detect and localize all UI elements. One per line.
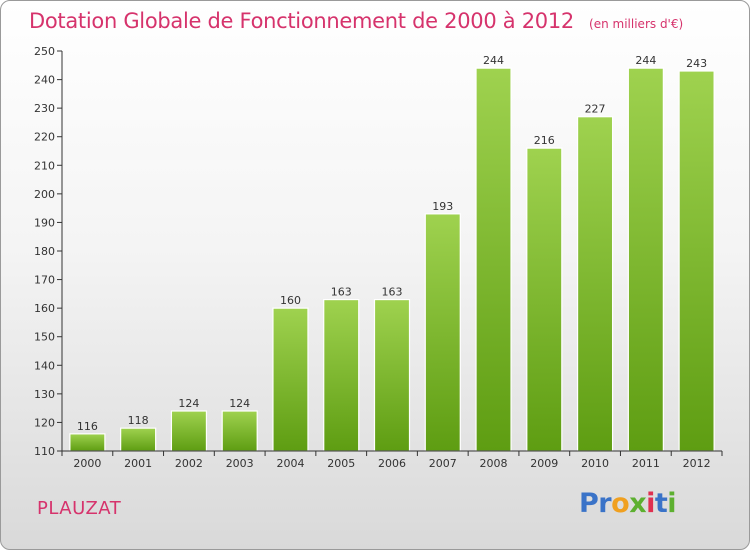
value-label: 118 bbox=[128, 414, 149, 427]
title-row: Dotation Globale de Fonctionnement de 20… bbox=[29, 9, 683, 33]
commune-name: PLAUZAT bbox=[37, 498, 122, 519]
bar-2006 bbox=[373, 298, 411, 452]
logo-letter: P bbox=[579, 488, 599, 519]
x-tick-label: 2011 bbox=[632, 457, 660, 470]
y-tick-label: 210 bbox=[34, 159, 55, 172]
y-tick-label: 190 bbox=[34, 216, 55, 229]
logo-letter: t bbox=[654, 488, 668, 519]
bar-2007 bbox=[424, 213, 461, 452]
value-label: 216 bbox=[534, 134, 555, 147]
x-tick-label: 2004 bbox=[276, 457, 304, 470]
y-tick-label: 240 bbox=[34, 74, 55, 87]
chart-unit: (en milliers d'€) bbox=[589, 17, 684, 31]
value-label: 116 bbox=[77, 420, 98, 433]
bar-2010 bbox=[576, 116, 614, 452]
bar-2004 bbox=[272, 307, 309, 452]
x-tick-label: 2009 bbox=[530, 457, 558, 470]
logo-letter: x bbox=[629, 488, 647, 519]
x-tick-label: 2008 bbox=[480, 457, 508, 470]
bar-2003 bbox=[221, 410, 258, 452]
y-tick-label: 250 bbox=[34, 45, 55, 58]
x-tick-label: 2007 bbox=[429, 457, 457, 470]
logo-letter: o bbox=[611, 488, 630, 519]
x-tick-label: 2010 bbox=[581, 457, 609, 470]
y-tick-label: 170 bbox=[34, 274, 55, 287]
bar-2000 bbox=[69, 433, 106, 452]
x-tick-label: 2000 bbox=[73, 457, 101, 470]
value-label: 244 bbox=[635, 54, 656, 67]
bar-2005 bbox=[323, 298, 360, 452]
logo-letter: r bbox=[598, 488, 612, 519]
value-label: 160 bbox=[280, 294, 301, 307]
y-tick-label: 120 bbox=[34, 416, 55, 429]
value-label: 244 bbox=[483, 54, 504, 67]
chart-title: Dotation Globale de Fonctionnement de 20… bbox=[29, 9, 574, 33]
logo-letter: i bbox=[667, 488, 677, 519]
y-tick-label: 150 bbox=[34, 331, 55, 344]
proxiti-logo: Proxiti bbox=[579, 488, 677, 519]
value-label: 124 bbox=[229, 397, 250, 410]
y-tick-label: 180 bbox=[34, 245, 55, 258]
bar-2008 bbox=[475, 67, 512, 452]
value-label: 163 bbox=[331, 286, 352, 299]
logo-letter: i bbox=[646, 488, 655, 519]
bar-2011 bbox=[627, 67, 664, 452]
axis-group: 110 120 130 140 150 160 170 180 190 200 210 220 230 2… bbox=[34, 45, 723, 470]
x-tick-label: 2012 bbox=[683, 457, 711, 470]
bar-2009 bbox=[526, 147, 563, 452]
value-label: 193 bbox=[432, 200, 453, 213]
x-tick-label: 2001 bbox=[124, 457, 152, 470]
bar-2001 bbox=[120, 427, 157, 452]
value-label: 243 bbox=[686, 57, 707, 70]
value-label: 227 bbox=[585, 103, 606, 116]
y-tick-label: 160 bbox=[34, 302, 55, 315]
x-tick-label: 2002 bbox=[175, 457, 203, 470]
value-label: 163 bbox=[382, 286, 403, 299]
x-tick-label: 2003 bbox=[226, 457, 254, 470]
y-tick-label: 140 bbox=[34, 359, 55, 372]
bars-group: 116 118 124 124 160 163 163 193 244 216 227 244 243 bbox=[69, 54, 715, 452]
bar-2002 bbox=[170, 410, 208, 452]
y-tick-label: 200 bbox=[34, 188, 55, 201]
bar-2012 bbox=[678, 70, 715, 452]
y-tick-label: 130 bbox=[34, 388, 55, 401]
y-tick-label: 110 bbox=[34, 445, 55, 458]
y-tick-label: 220 bbox=[34, 131, 55, 144]
x-tick-label: 2005 bbox=[327, 457, 355, 470]
value-label: 124 bbox=[178, 397, 199, 410]
x-tick-label: 2006 bbox=[378, 457, 406, 470]
y-tick-label: 230 bbox=[34, 102, 55, 115]
